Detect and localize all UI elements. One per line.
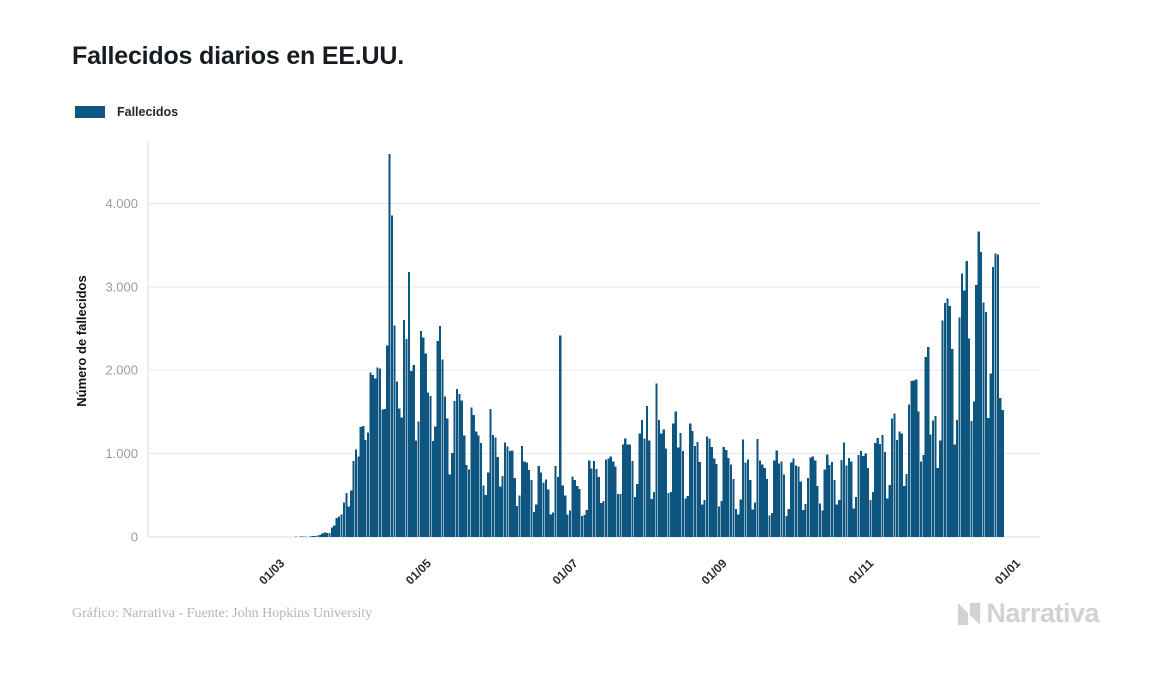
svg-text:4.000: 4.000 <box>105 196 138 211</box>
svg-text:0: 0 <box>131 530 138 545</box>
svg-text:Número de fallecidos: Número de fallecidos <box>74 275 89 406</box>
svg-text:3.000: 3.000 <box>105 279 138 294</box>
legend-item-fallecidos[interactable]: Fallecidos <box>75 105 178 119</box>
svg-text:1.000: 1.000 <box>105 446 138 461</box>
svg-text:01/05: 01/05 <box>403 556 434 587</box>
svg-text:2.000: 2.000 <box>105 363 138 378</box>
chart-credit: Gráfico: Narrativa - Fuente: John Hopkin… <box>72 606 373 621</box>
svg-text:01/09: 01/09 <box>699 556 730 587</box>
bar-chart: 0 1.000 2.000 3.000 4.000 01/03 01/05 01/07 01/0… <box>74 142 1040 587</box>
svg-text:01/03: 01/03 <box>256 556 287 587</box>
narrativa-logo: Narrativa <box>957 598 1099 629</box>
svg-text:01/11: 01/11 <box>846 556 877 587</box>
svg-text:01/07: 01/07 <box>550 556 581 587</box>
legend-swatch <box>75 106 105 118</box>
narrativa-logo-icon <box>958 602 981 625</box>
svg-text:01/01: 01/01 <box>992 556 1023 587</box>
bars-series-fallecidos <box>277 154 1004 537</box>
legend-label: Fallecidos <box>117 105 179 119</box>
narrativa-logo-text: Narrativa <box>986 598 1099 628</box>
chart-title: Fallecidos diarios en EE.UU. <box>72 42 404 70</box>
